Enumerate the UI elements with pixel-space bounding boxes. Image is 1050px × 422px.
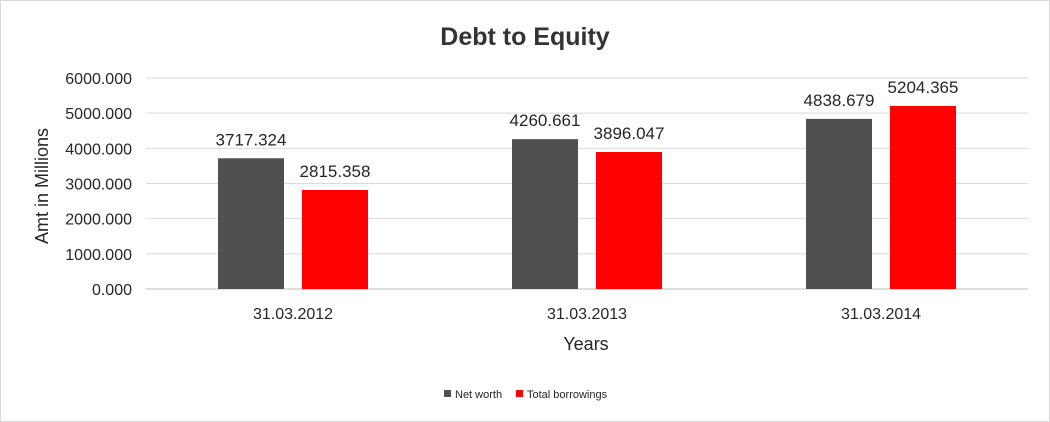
x-tick-label: 31.03.2012 <box>253 306 333 323</box>
bar-net-worth <box>806 118 872 290</box>
y-tick-label: 5000.000 <box>65 106 132 123</box>
data-label: 4260.661 <box>510 111 581 130</box>
data-label: 4838.679 <box>804 91 875 110</box>
bar-net-worth <box>218 158 284 289</box>
y-tick-labels: 0.000 1000.000 2000.000 3000.000 4000.000 500… <box>65 71 132 299</box>
legend-label: Net worth <box>455 389 502 401</box>
x-tick-label: 31.03.2014 <box>841 306 921 323</box>
bars <box>218 105 956 290</box>
data-label: 3896.047 <box>594 124 665 143</box>
y-axis-title: Amt in Millions <box>32 128 52 244</box>
y-tick-label: 3000.000 <box>65 177 132 194</box>
y-tick-label: 4000.000 <box>65 141 132 158</box>
legend: Net worth Total borrowings <box>444 389 608 401</box>
data-label: 2815.358 <box>300 162 371 181</box>
x-axis-title: Years <box>563 334 608 354</box>
bar-total-borrowings <box>596 151 662 289</box>
y-tick-label: 2000.000 <box>65 212 132 229</box>
legend-swatch-net-worth <box>444 390 451 397</box>
bar-total-borrowings <box>890 105 956 289</box>
x-tick-label: 31.03.2013 <box>547 306 627 323</box>
data-labels: 3717.324 2815.358 4260.661 3896.047 4838.679… <box>216 78 959 181</box>
legend-swatch-total-borrowings <box>516 390 523 397</box>
y-tick-label: 6000.000 <box>65 71 132 88</box>
y-tick-label: 0.000 <box>92 282 132 299</box>
x-tick-labels: 31.03.2012 31.03.2013 31.03.2014 <box>253 306 921 323</box>
y-tick-label: 1000.000 <box>65 247 132 264</box>
data-label: 5204.365 <box>888 78 959 97</box>
legend-label: Total borrowings <box>527 389 608 401</box>
bar-net-worth <box>512 139 578 289</box>
gridlines <box>146 77 1028 290</box>
bar-total-borrowings <box>302 189 368 289</box>
chart-title: Debt to Equity <box>440 23 610 51</box>
data-label: 3717.324 <box>216 130 287 149</box>
